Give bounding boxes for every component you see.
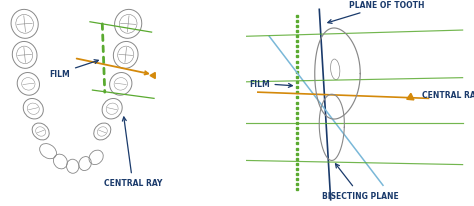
Text: CENTRAL RAY: CENTRAL RAY	[103, 117, 162, 187]
Text: BISECTING PLANE: BISECTING PLANE	[321, 164, 398, 200]
Text: FILM: FILM	[249, 80, 292, 89]
Text: FILM: FILM	[49, 60, 98, 78]
Text: PLANE OF TOOTH: PLANE OF TOOTH	[328, 1, 424, 24]
Text: CENTRAL RAY: CENTRAL RAY	[422, 90, 474, 99]
